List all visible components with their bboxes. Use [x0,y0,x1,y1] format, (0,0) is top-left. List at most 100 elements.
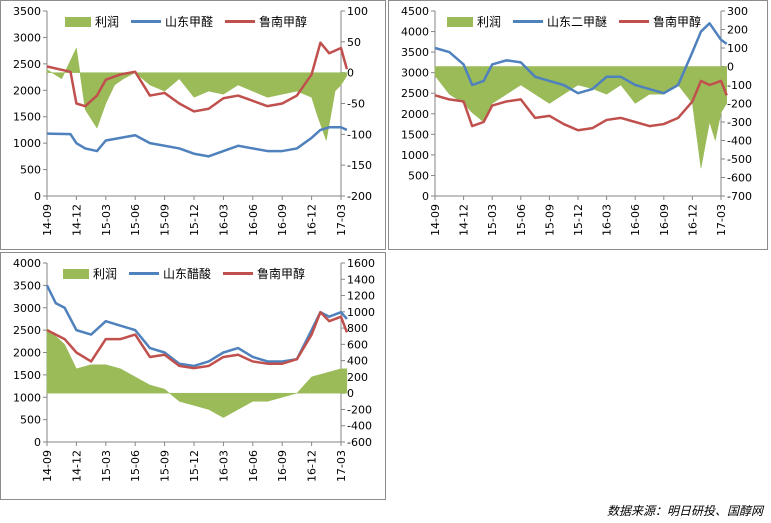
left-tick-label: 4000 [13,257,41,270]
left-tick-label: 500 [20,164,41,177]
right-tick-label: -50 [347,98,365,111]
x-tick-label: 15-09 [159,204,172,236]
left-tick-label: 2000 [401,108,429,121]
legend-item-product: 山东二甲醚 [513,13,607,30]
series-area-profit [46,327,348,418]
x-tick-label: 14-09 [41,450,54,482]
legend-swatch-profit [65,16,91,27]
x-tick-label: 17-03 [335,204,348,236]
left-tick-label: 1500 [13,369,41,382]
left-tick-label: 1500 [13,111,41,124]
legend-label-methanol: 鲁南甲醇 [259,15,308,29]
left-tick-label: 3500 [13,5,41,18]
legend-label-methanol: 鲁南甲醇 [257,267,306,281]
left-tick-label: 1000 [13,137,41,150]
x-tick-label: 15-12 [188,204,201,236]
legend-item-methanol: 鲁南甲醇 [223,265,305,282]
x-tick-label: 16-09 [658,204,671,236]
x-tick-label: 16-12 [686,204,699,236]
x-tick-label: 15-06 [129,204,142,236]
x-tick-label: 16-06 [247,204,260,236]
x-tick-label: 15-06 [515,204,528,236]
right-tick-label: 1000 [347,306,375,319]
series-line-methanol [46,310,349,370]
legend-swatch-methanol [225,20,256,23]
right-tick-label: 300 [727,5,748,18]
right-tick-label: 200 [727,24,748,37]
chart-panel-acetic-acid: 0 500 1000 1500 2000 2500 3000 3500 4000 -600 -400… [0,252,386,500]
legend-label-profit: 利润 [95,15,120,29]
left-tick-label: 3500 [401,46,429,59]
legend-label-profit: 利润 [93,267,118,281]
legend-swatch-profit [63,268,89,279]
legend-label-product: 山东二甲醚 [547,15,608,29]
left-tick-label: 2500 [401,87,429,100]
series-line-methanol [46,41,349,113]
legend-label-product: 山东甲醛 [165,15,214,29]
legend-item-profit: 利润 [63,265,117,282]
chart-legend: 利润 山东甲醛 鲁南甲醇 [65,13,313,30]
left-tick-label: 2000 [13,84,41,97]
left-tick-label: 500 [20,414,41,427]
x-tick-label: 16-06 [629,204,642,236]
left-tick-label: 1000 [13,391,41,404]
right-tick-label: 600 [347,338,368,351]
left-tick-label: 1500 [401,128,429,141]
right-tick-label: -200 [347,190,372,203]
left-tick-label: 4000 [401,26,429,39]
x-tick-label: 14-09 [41,204,54,236]
right-tick-label: -100 [347,128,372,141]
left-tick-label: 2500 [13,58,41,71]
chart-svg-dme: 050010001500200025003000350040004500-700… [401,5,752,236]
x-tick-label: 16-09 [276,450,289,482]
x-tick-label: 14-12 [70,450,83,482]
x-tick-label: 15-06 [129,450,142,482]
right-tick-label: 0 [347,387,354,400]
right-tick-label: 0 [347,67,354,80]
chart-svg-formaldehyde: 0 500 1000 1500 2000 2500 3000 3500 -200 -150 -100… [13,5,372,236]
x-tick-label: 16-09 [276,204,289,236]
right-tick-label: 400 [347,355,368,368]
right-tick-label: -400 [347,420,372,433]
right-tick-label: 800 [347,322,368,335]
right-tick-label: -700 [727,190,752,203]
left-tick-label: 0 [422,190,429,203]
x-tick-label: 16-03 [217,204,230,236]
legend-label-product: 山东醋酸 [163,267,212,281]
legend-item-product: 山东甲醛 [131,13,213,30]
legend-swatch-methanol [619,20,650,23]
legend-swatch-product [513,20,544,23]
right-tick-label: -600 [727,172,752,185]
chart-legend: 利润 山东醋酸 鲁南甲醇 [63,265,311,282]
x-tick-label: 15-03 [486,204,499,236]
legend-swatch-product [129,272,160,275]
x-tick-label: 16-06 [247,450,260,482]
source-note: 数据来源：明日研投、国醇网 [606,504,763,518]
right-tick-label: 0 [727,61,734,74]
x-tick-label: 17-03 [715,204,728,236]
x-tick-label: 15-03 [100,204,113,236]
x-tick-label: 14-09 [429,204,442,236]
x-tick-label: 15-03 [100,450,113,482]
x-tick-label: 16-12 [306,204,319,236]
left-tick-label: 3500 [13,279,41,292]
right-tick-label: -150 [347,159,372,172]
left-tick-label: 3000 [401,67,429,80]
x-tick-label: 16-03 [601,204,614,236]
left-tick-label: 0 [34,436,41,449]
left-tick-label: 2000 [13,347,41,360]
right-tick-label: 200 [347,371,368,384]
legend-item-methanol: 鲁南甲醇 [225,13,307,30]
right-tick-label: -600 [347,436,372,449]
x-tick-label: 14-12 [70,204,83,236]
right-tick-label: 1600 [347,257,375,270]
legend-label-profit: 利润 [477,15,502,29]
series-line-methanol [434,79,728,132]
right-tick-label: 1400 [347,273,375,286]
series-area-profit [46,47,348,142]
x-tick-label: 15-09 [543,204,556,236]
series-line-product [45,284,348,368]
left-tick-label: 0 [34,190,41,203]
right-tick-label: -200 [347,403,372,416]
left-tick-label: 3000 [13,31,41,44]
